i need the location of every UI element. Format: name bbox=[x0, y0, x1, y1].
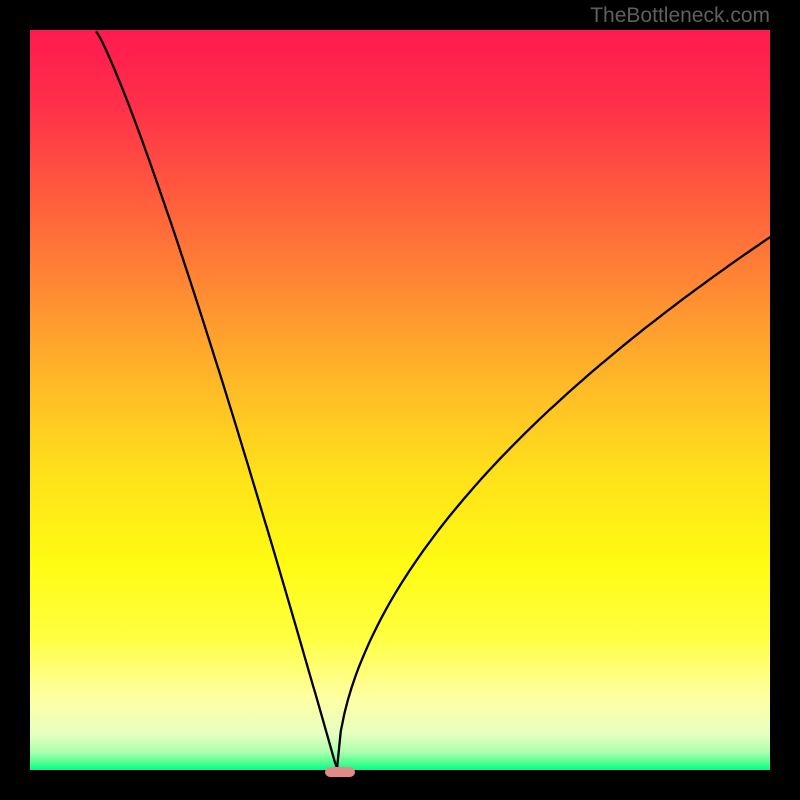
watermark-text: TheBottleneck.com bbox=[590, 4, 770, 28]
plot-svg bbox=[0, 0, 800, 800]
figure-root: TheBottleneck.com bbox=[0, 0, 800, 800]
plot-background bbox=[30, 30, 770, 770]
notch-marker bbox=[325, 767, 355, 777]
